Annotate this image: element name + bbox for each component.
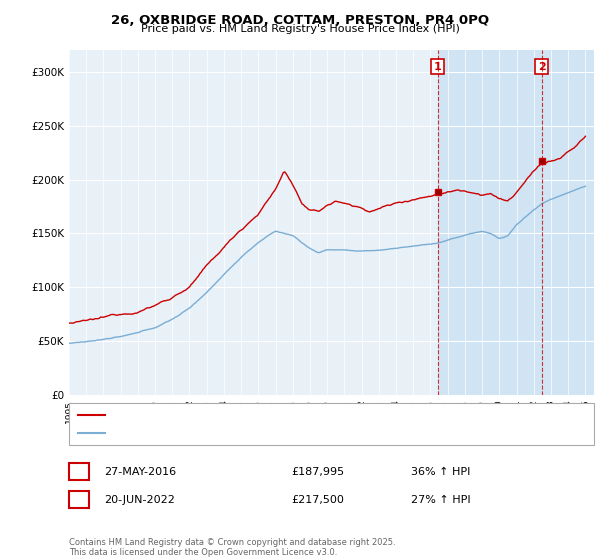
Text: 1: 1 xyxy=(75,466,83,477)
Text: 27% ↑ HPI: 27% ↑ HPI xyxy=(411,494,470,505)
Text: 2: 2 xyxy=(75,494,83,505)
Text: 1: 1 xyxy=(434,62,442,72)
Text: 27-MAY-2016: 27-MAY-2016 xyxy=(104,466,176,477)
Text: 2: 2 xyxy=(538,62,545,72)
Text: 20-JUN-2022: 20-JUN-2022 xyxy=(104,494,175,505)
Text: Price paid vs. HM Land Registry's House Price Index (HPI): Price paid vs. HM Land Registry's House … xyxy=(140,24,460,34)
Text: Contains HM Land Registry data © Crown copyright and database right 2025.
This d: Contains HM Land Registry data © Crown c… xyxy=(69,538,395,557)
Text: HPI: Average price, semi-detached house, Preston: HPI: Average price, semi-detached house,… xyxy=(111,428,355,438)
Text: 26, OXBRIDGE ROAD, COTTAM, PRESTON, PR4 0PQ (semi-detached house): 26, OXBRIDGE ROAD, COTTAM, PRESTON, PR4 … xyxy=(111,410,476,420)
Text: 36% ↑ HPI: 36% ↑ HPI xyxy=(411,466,470,477)
Text: 26, OXBRIDGE ROAD, COTTAM, PRESTON, PR4 0PQ: 26, OXBRIDGE ROAD, COTTAM, PRESTON, PR4 … xyxy=(111,14,489,27)
Text: £187,995: £187,995 xyxy=(291,466,344,477)
Bar xyxy=(438,50,594,395)
Text: £217,500: £217,500 xyxy=(291,494,344,505)
